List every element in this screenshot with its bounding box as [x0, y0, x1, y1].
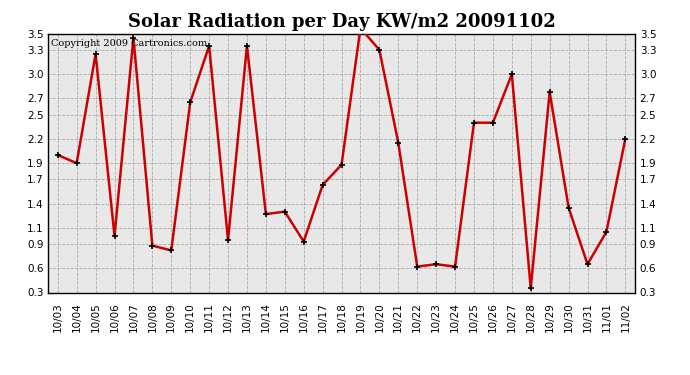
Text: Copyright 2009 Cartronics.com: Copyright 2009 Cartronics.com	[51, 39, 208, 48]
Title: Solar Radiation per Day KW/m2 20091102: Solar Radiation per Day KW/m2 20091102	[128, 13, 555, 31]
